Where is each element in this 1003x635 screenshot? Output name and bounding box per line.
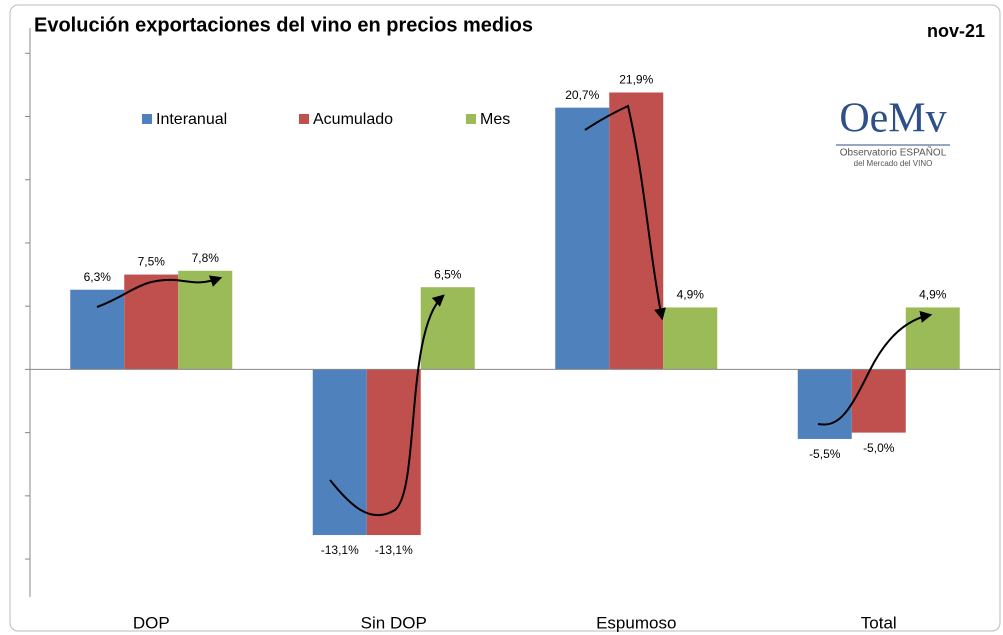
date-label: nov-21 bbox=[927, 21, 985, 41]
legend-label: Acumulado bbox=[313, 111, 393, 128]
legend-swatch bbox=[299, 114, 309, 124]
bar bbox=[797, 369, 852, 439]
bar bbox=[366, 369, 421, 536]
logo-line1: Observatorio ESPAÑOL bbox=[840, 146, 947, 159]
arrow bbox=[329, 294, 445, 517]
value-label: 6,3% bbox=[84, 270, 112, 284]
legend-swatch bbox=[466, 114, 476, 124]
value-label: 4,9% bbox=[677, 288, 705, 302]
plot: 6,3% -13,1% 20,7% -5,5% 7,5% -13,1% 21,9% -5,0%… bbox=[25, 28, 1000, 632]
bar bbox=[663, 307, 718, 370]
arrow bbox=[817, 311, 933, 426]
value-label: 21,9% bbox=[619, 73, 653, 87]
frame bbox=[9, 4, 1001, 632]
value-label: 20,7% bbox=[565, 88, 599, 102]
value-label: 7,5% bbox=[138, 255, 166, 269]
legend-swatch bbox=[142, 114, 152, 124]
bar bbox=[312, 369, 367, 536]
logo: OeMv Observatorio ESPAÑOL del Mercado de… bbox=[836, 96, 950, 168]
x-tick-label: DOP bbox=[133, 613, 170, 632]
x-tick-label: Total bbox=[861, 613, 897, 632]
value-label: -13,1% bbox=[321, 543, 359, 557]
value-label: 6,5% bbox=[434, 267, 462, 281]
bar bbox=[609, 92, 664, 370]
value-label: -5,0% bbox=[863, 441, 895, 455]
legend-label: Interanual bbox=[156, 111, 227, 128]
value-label: 7,8% bbox=[192, 251, 220, 265]
trend-arrows bbox=[96, 104, 933, 517]
value-label: 4,9% bbox=[919, 288, 947, 302]
bar bbox=[178, 270, 233, 370]
value-label: -13,1% bbox=[375, 543, 413, 557]
bar bbox=[420, 287, 475, 370]
arrow bbox=[96, 275, 223, 308]
bar bbox=[70, 289, 125, 370]
bar bbox=[851, 369, 906, 433]
chart-title: Evolución exportaciones del vino en prec… bbox=[34, 14, 533, 36]
legend-label: Mes bbox=[480, 111, 510, 128]
logo-line2: del Mercado del VINO bbox=[854, 159, 933, 168]
logo-mark: OeMv bbox=[839, 96, 946, 142]
value-label: -5,5% bbox=[809, 447, 841, 461]
x-tick-label: Espumoso bbox=[596, 613, 676, 632]
x-tick-label: Sin DOP bbox=[361, 613, 427, 632]
bar bbox=[905, 307, 960, 370]
arrow bbox=[584, 104, 666, 321]
bar bbox=[555, 107, 610, 370]
